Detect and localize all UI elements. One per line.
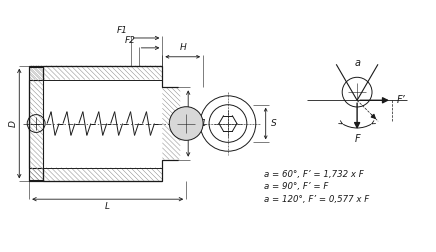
Text: a = 90°, F’ = F: a = 90°, F’ = F [264, 182, 328, 191]
Text: D1: D1 [195, 119, 208, 128]
Text: a = 60°, F’ = 1,732 x F: a = 60°, F’ = 1,732 x F [264, 170, 364, 178]
Text: H: H [179, 43, 186, 52]
Text: F2: F2 [125, 36, 136, 45]
Text: a = 120°, F’ = 0,577 x F: a = 120°, F’ = 0,577 x F [264, 195, 369, 204]
Text: S: S [271, 119, 276, 128]
Text: F’: F’ [397, 95, 405, 105]
Text: D: D [9, 120, 18, 127]
Text: L: L [105, 202, 110, 211]
Text: F1: F1 [117, 26, 128, 35]
Text: F: F [354, 134, 360, 144]
Circle shape [169, 107, 203, 140]
Text: a: a [354, 58, 360, 68]
